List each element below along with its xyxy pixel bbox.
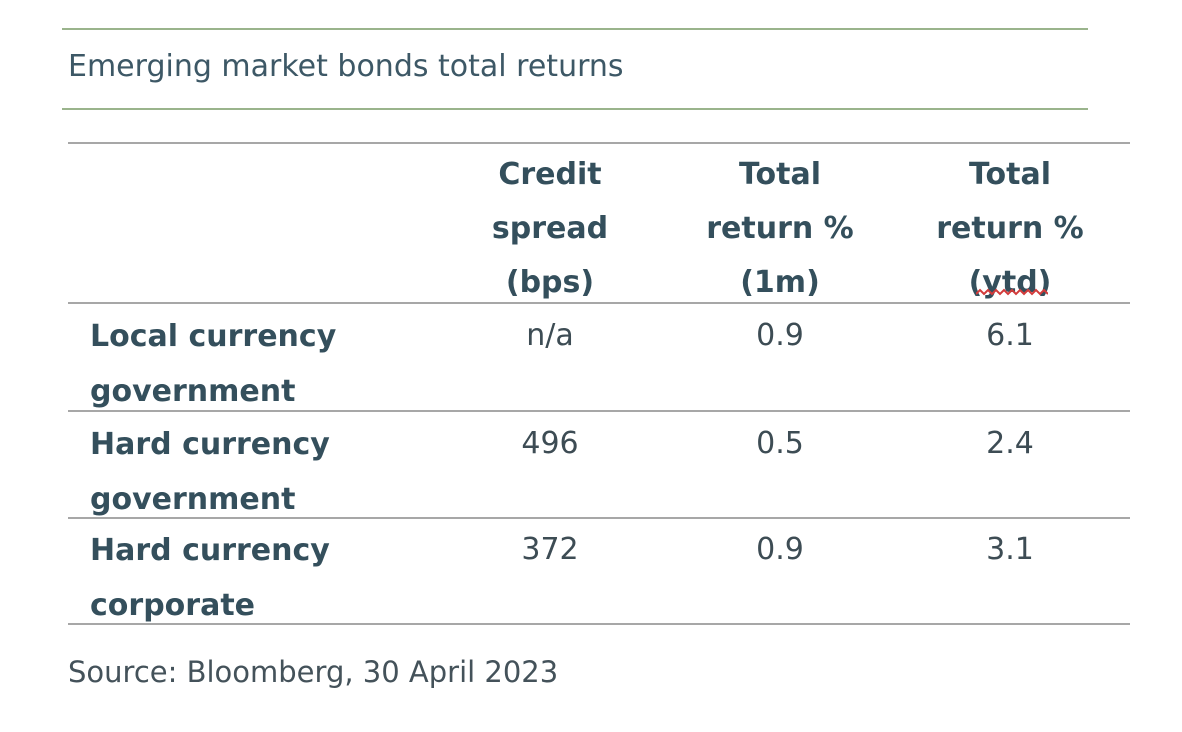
column-header-total-return-ytd: Total return % (ytd) — [910, 148, 1110, 310]
table-cell: 0.9 — [756, 532, 804, 567]
table-cell: 3.1 — [986, 532, 1034, 567]
column-header-line: (bps) — [505, 265, 595, 300]
row-label-line: Local currency — [90, 319, 337, 354]
row-label-local-currency-government: Local currency government — [90, 309, 336, 419]
table-cell: 372 — [521, 532, 579, 567]
table-cell: 6.1 — [986, 318, 1034, 353]
column-header-line: Credit — [498, 157, 602, 192]
column-header-line: spread — [491, 211, 609, 246]
table-cell: 0.5 — [756, 426, 804, 461]
column-header-line: Total — [739, 157, 821, 192]
column-header-credit-spread: Credit spread (bps) — [450, 148, 650, 310]
row-label-line: Hard currency — [90, 533, 330, 568]
header-bottom-rule — [68, 302, 1130, 304]
column-header-line: (ytd) — [968, 265, 1052, 300]
table-cell: 2.4 — [986, 426, 1034, 461]
column-header-line-wrap: (ytd) — [910, 256, 1110, 310]
spellcheck-underline-icon — [976, 288, 1048, 296]
table-bottom-rule — [68, 623, 1130, 625]
column-header-line: Total — [969, 157, 1051, 192]
column-header-line: (1m) — [740, 265, 820, 300]
table-cell: 0.9 — [756, 318, 804, 353]
table-cell: n/a — [526, 318, 574, 353]
column-header-total-return-1m: Total return % (1m) — [680, 148, 880, 310]
row-label-line: Hard currency — [90, 427, 330, 462]
column-header-line: return % — [706, 211, 854, 246]
row-label-line: corporate — [90, 588, 255, 623]
row-label-hard-currency-government: Hard currency government — [90, 417, 330, 527]
source-note: Source: Bloomberg, 30 April 2023 — [68, 655, 559, 689]
row-label-line: government — [90, 482, 296, 517]
table-top-rule — [68, 142, 1130, 144]
column-header-line: return % — [936, 211, 1084, 246]
row-label-line: government — [90, 374, 296, 409]
chart-title: Emerging market bonds total returns — [68, 49, 624, 84]
row-label-hard-currency-corporate: Hard currency corporate — [90, 523, 330, 633]
title-bottom-rule — [62, 108, 1088, 110]
table-cell: 496 — [521, 426, 579, 461]
row-divider — [68, 517, 1130, 519]
row-divider — [68, 410, 1130, 412]
title-top-rule — [62, 28, 1088, 30]
